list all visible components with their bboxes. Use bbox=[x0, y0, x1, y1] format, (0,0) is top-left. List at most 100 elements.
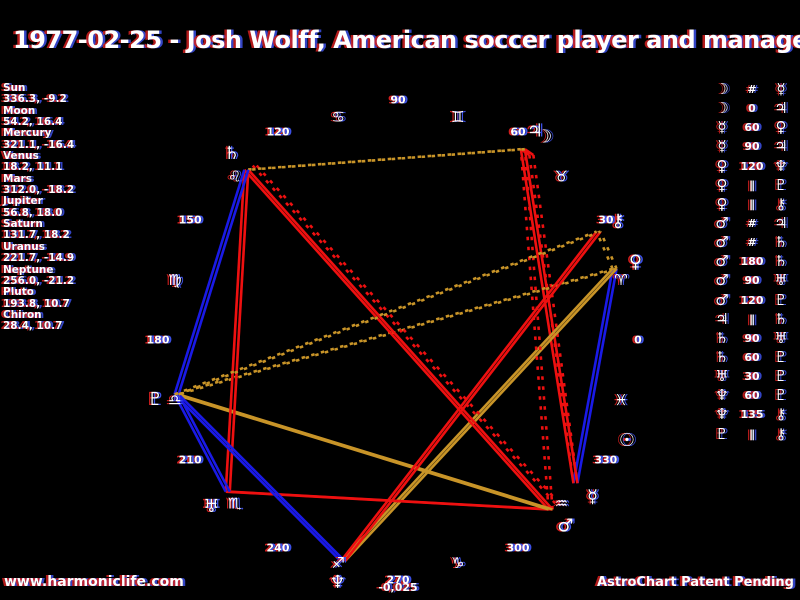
mars-planet-glyph: ♂ bbox=[557, 515, 573, 536]
sagittarius-sign-glyph: ♐ bbox=[334, 554, 347, 572]
aspect-value: 90 bbox=[744, 274, 760, 288]
sun-planet-glyph: ☉ bbox=[619, 430, 635, 451]
pisces-sign-glyph: ♓ bbox=[612, 391, 625, 409]
aspect-value: 60 bbox=[744, 389, 760, 403]
aspect-value: ∥ bbox=[749, 427, 755, 441]
planet-name-mercury: Mercury bbox=[3, 127, 52, 140]
degree-label-120: 120 bbox=[264, 126, 287, 139]
planet-name-pluto: Pluto bbox=[3, 286, 35, 299]
aquarius-sign-glyph: ♒ bbox=[555, 494, 568, 512]
cancer-sign-glyph: ♋ bbox=[331, 108, 344, 126]
aspect-value: # bbox=[747, 236, 757, 250]
aspect-line-mars-saturn bbox=[243, 168, 550, 511]
capricorn-sign-glyph: ♑ bbox=[453, 554, 466, 572]
neptune-planet-glyph: ♆ bbox=[327, 572, 343, 593]
mars-glyph: ♂ bbox=[715, 271, 729, 290]
aspect-line-venus-chiron bbox=[599, 231, 618, 270]
degree-label-60: 60 bbox=[510, 126, 526, 139]
pluto-glyph: ♇ bbox=[774, 386, 788, 405]
neptune-glyph: ♆ bbox=[715, 405, 729, 424]
patent-notice: AstroChart Patent Pending bbox=[597, 575, 794, 590]
aspect-row: ♂ # ♄ bbox=[706, 233, 798, 252]
degree-label-90: 90 bbox=[393, 94, 409, 107]
degree-label-240: 240 bbox=[264, 541, 287, 554]
degree-label-60: 60 bbox=[508, 126, 524, 139]
leo-sign-glyph: ♌ bbox=[230, 168, 243, 186]
sagittarius-sign-glyph: ♐ bbox=[331, 554, 344, 572]
planet-glyphs: ☉☉☉☽☽☽☿☿☿♀♀♀♂♂♂♃♃♃♄♄♄♅♅♅♆♆♆♇♇♇⚷⚷⚷ bbox=[145, 120, 645, 593]
chiron-glyph: ⚷ bbox=[775, 424, 787, 443]
cancer-sign-glyph: ♋ bbox=[329, 108, 342, 126]
aspect-line-mars-jupiter bbox=[523, 149, 554, 510]
planet-name-sun: Sun bbox=[3, 82, 26, 94]
saturn-glyph: ♄ bbox=[774, 233, 788, 252]
degree-label-90: 90 bbox=[388, 94, 404, 107]
pluto-glyph: ♇ bbox=[774, 175, 788, 194]
planet-coords-mars: 312.0, -18.2 bbox=[3, 184, 75, 197]
aspect-row: ♀ ∥ ⚷ bbox=[706, 195, 798, 214]
virgo-sign-glyph: ♍ bbox=[166, 271, 179, 289]
saturn-glyph: ♄ bbox=[774, 252, 788, 271]
aspect-row: ☽ # ☿ bbox=[706, 80, 798, 99]
mercury-planet-glyph: ☿ bbox=[585, 486, 596, 507]
scorpio-sign-glyph: ♏ bbox=[230, 494, 244, 512]
gemini-sign-glyph: ♊ bbox=[451, 108, 464, 126]
aspect-line-neptune-chiron bbox=[339, 230, 598, 563]
degree-label-270: 270 bbox=[387, 574, 410, 587]
aspect-line-neptune-pluto bbox=[177, 393, 346, 563]
chiron-planet-glyph: ⚷ bbox=[614, 211, 627, 232]
uranus-planet-glyph: ♅ bbox=[206, 496, 222, 517]
venus-glyph: ♀ bbox=[716, 175, 728, 194]
degree-label-270: 270 bbox=[384, 574, 407, 587]
jupiter-glyph: ♃ bbox=[774, 137, 788, 156]
mercury-glyph: ☿ bbox=[776, 80, 786, 99]
aspect-row: ♄ 60 ♇ bbox=[706, 348, 798, 367]
planet-coords-uranus: 221.7, -14.9 bbox=[3, 252, 75, 265]
aspect-row: ♂ # ♃ bbox=[706, 214, 798, 233]
uranus-glyph: ♅ bbox=[715, 367, 729, 386]
planet-coords-mercury: 321.1, -16.4 bbox=[3, 138, 75, 151]
degree-labels: 0003030306060609090901201201201501501501… bbox=[144, 94, 644, 587]
capricorn-sign-glyph: ♑ bbox=[451, 554, 464, 572]
degree-label-30: 30 bbox=[596, 214, 612, 227]
aspect-line-jupiter-saturn bbox=[248, 147, 525, 172]
planet-coords-chiron: 28.4, 10.7 bbox=[3, 320, 63, 333]
planet-name-mars: Mars bbox=[3, 172, 32, 185]
degree-label-120: 120 bbox=[267, 126, 290, 139]
jupiter-planet-glyph: ♃ bbox=[529, 120, 545, 141]
aries-sign-glyph: ♈ bbox=[614, 271, 627, 289]
capricorn-sign-glyph: ♑ bbox=[449, 554, 462, 572]
uranus-glyph: ♅ bbox=[774, 271, 788, 290]
planet-name-neptune: Neptune bbox=[3, 263, 54, 276]
neptune-glyph: ♆ bbox=[715, 386, 729, 405]
degree-label-180: 180 bbox=[147, 334, 170, 347]
leo-sign-glyph: ♌ bbox=[228, 168, 241, 186]
aspect-value: 60 bbox=[744, 351, 760, 365]
aspect-row: ♆ 60 ♇ bbox=[706, 386, 798, 405]
aspect-line-neptune-pluto bbox=[173, 393, 342, 563]
degree-label-240: 240 bbox=[269, 541, 292, 554]
degree-label-0: 0 bbox=[634, 334, 642, 347]
degree-label-210: 210 bbox=[176, 454, 199, 467]
sun-planet-glyph: ☉ bbox=[616, 430, 632, 451]
website-url: www.harmoniclife.com bbox=[4, 574, 184, 590]
mars-glyph: ♂ bbox=[715, 233, 729, 252]
sun-planet-glyph: ☉ bbox=[621, 430, 637, 451]
aspect-line-mars-saturn bbox=[247, 168, 554, 511]
aspect-value: ∥ bbox=[749, 178, 755, 192]
degree-label-60: 60 bbox=[513, 126, 529, 139]
aries-sign-glyph: ♈ bbox=[612, 271, 625, 289]
aquarius-sign-glyph: ♒ bbox=[557, 494, 570, 512]
moon-glyph: ☽ bbox=[715, 80, 729, 99]
aspect-line-saturn-pluto bbox=[173, 169, 246, 395]
moon-glyph: ☽ bbox=[715, 99, 729, 118]
saturn-planet-glyph: ♄ bbox=[224, 143, 240, 164]
aspect-value: 0 bbox=[748, 102, 756, 116]
taurus-sign-glyph: ♉ bbox=[557, 168, 570, 186]
uranus-planet-glyph: ♅ bbox=[203, 496, 219, 517]
aspect-value: ∥ bbox=[749, 197, 755, 211]
degree-label-0: 0 bbox=[632, 334, 640, 347]
virgo-sign-glyph: ♍ bbox=[168, 271, 181, 289]
mercury-planet-glyph: ☿ bbox=[589, 486, 600, 507]
pluto-glyph: ♇ bbox=[774, 348, 788, 367]
